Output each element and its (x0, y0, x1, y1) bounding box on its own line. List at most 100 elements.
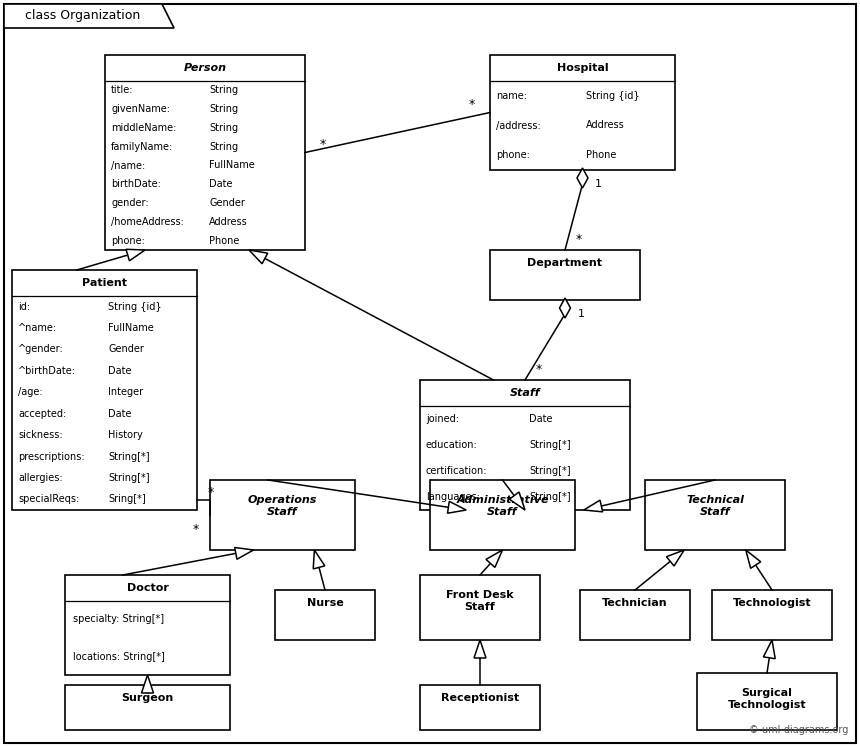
Polygon shape (249, 250, 267, 264)
Text: Operations
Staff: Operations Staff (248, 495, 317, 517)
Text: String: String (209, 104, 238, 114)
Text: Address: Address (587, 120, 625, 131)
Bar (275, 590, 375, 640)
Polygon shape (746, 550, 761, 568)
Polygon shape (447, 501, 466, 513)
Text: title:: title: (111, 85, 133, 96)
Bar (65, 575, 230, 675)
Text: Nurse: Nurse (307, 598, 343, 608)
Polygon shape (509, 492, 525, 510)
Text: allergies:: allergies: (18, 473, 63, 483)
Text: /address:: /address: (496, 120, 541, 131)
Text: id:: id: (18, 302, 30, 311)
Text: *: * (208, 486, 214, 499)
Text: Front Desk
Staff: Front Desk Staff (446, 590, 513, 612)
Text: String[*]: String[*] (529, 466, 571, 476)
Polygon shape (764, 640, 775, 659)
Text: phone:: phone: (496, 150, 530, 160)
Polygon shape (142, 675, 153, 693)
Text: *: * (469, 98, 475, 111)
Text: Date: Date (529, 414, 553, 424)
Text: String {id}: String {id} (108, 302, 162, 311)
Text: Date: Date (108, 409, 132, 419)
Text: String[*]: String[*] (108, 451, 150, 462)
Text: /name:: /name: (111, 161, 145, 170)
Text: Gender: Gender (108, 344, 144, 355)
Text: Gender: Gender (209, 198, 245, 208)
Text: Technician: Technician (602, 598, 668, 608)
Text: *: * (320, 138, 326, 151)
Bar (580, 590, 690, 640)
Text: String: String (209, 142, 238, 152)
Text: String: String (209, 85, 238, 96)
Text: String[*]: String[*] (529, 492, 571, 502)
Polygon shape (313, 550, 325, 569)
Polygon shape (235, 548, 254, 560)
Text: education:: education: (426, 440, 478, 450)
Text: joined:: joined: (426, 414, 459, 424)
Text: locations: String[*]: locations: String[*] (73, 651, 165, 662)
Bar (490, 250, 640, 300)
Bar (420, 380, 630, 510)
Text: History: History (108, 430, 143, 440)
Text: FullName: FullName (209, 161, 255, 170)
Text: Receptionist: Receptionist (441, 693, 519, 703)
Bar (490, 55, 675, 170)
Bar (420, 685, 540, 730)
Text: Doctor: Doctor (126, 583, 169, 593)
Text: Date: Date (209, 179, 232, 189)
Text: sickness:: sickness: (18, 430, 63, 440)
Polygon shape (4, 4, 174, 28)
Text: 1: 1 (595, 179, 602, 189)
Text: birthDate:: birthDate: (111, 179, 161, 189)
Bar (697, 673, 837, 730)
Text: class Organization: class Organization (26, 10, 141, 22)
Text: Integer: Integer (108, 387, 144, 397)
Bar (430, 480, 575, 550)
Bar (12, 270, 197, 510)
Text: *: * (193, 522, 200, 536)
Text: Person: Person (183, 63, 226, 73)
Text: ^name:: ^name: (18, 323, 57, 333)
Text: Administrative
Staff: Administrative Staff (457, 495, 549, 517)
Polygon shape (584, 500, 603, 512)
Polygon shape (577, 168, 588, 188)
Text: © uml-diagrams.org: © uml-diagrams.org (748, 725, 848, 735)
Text: String {id}: String {id} (587, 91, 640, 101)
Text: familyName:: familyName: (111, 142, 173, 152)
Text: Sring[*]: Sring[*] (108, 495, 146, 504)
Text: Staff: Staff (510, 388, 540, 398)
Text: languages:: languages: (426, 492, 480, 502)
Text: Surgical
Technologist: Surgical Technologist (728, 688, 807, 710)
Text: accepted:: accepted: (18, 409, 66, 419)
Text: /homeAddress:: /homeAddress: (111, 217, 184, 227)
Text: *: * (576, 234, 582, 247)
Text: String[*]: String[*] (108, 473, 150, 483)
Text: Technologist: Technologist (733, 598, 811, 608)
Text: 1: 1 (578, 309, 585, 319)
Bar (712, 590, 832, 640)
Text: *: * (536, 364, 542, 376)
Text: Hospital: Hospital (556, 63, 608, 73)
Text: String: String (209, 123, 238, 133)
Text: Address: Address (209, 217, 248, 227)
Text: specialReqs:: specialReqs: (18, 495, 79, 504)
Bar (105, 55, 305, 250)
Polygon shape (666, 550, 685, 566)
Text: Phone: Phone (209, 235, 239, 246)
Text: gender:: gender: (111, 198, 149, 208)
Bar (420, 575, 540, 640)
Text: Department: Department (527, 258, 603, 268)
Text: Date: Date (108, 366, 132, 376)
Text: Phone: Phone (587, 150, 617, 160)
Bar (65, 685, 230, 730)
Text: givenName:: givenName: (111, 104, 170, 114)
Text: phone:: phone: (111, 235, 144, 246)
Polygon shape (486, 550, 502, 568)
Text: /age:: /age: (18, 387, 43, 397)
Text: String[*]: String[*] (529, 440, 571, 450)
Polygon shape (560, 298, 570, 318)
Text: ^birthDate:: ^birthDate: (18, 366, 76, 376)
Text: ^gender:: ^gender: (18, 344, 64, 355)
Text: Patient: Patient (82, 278, 127, 288)
